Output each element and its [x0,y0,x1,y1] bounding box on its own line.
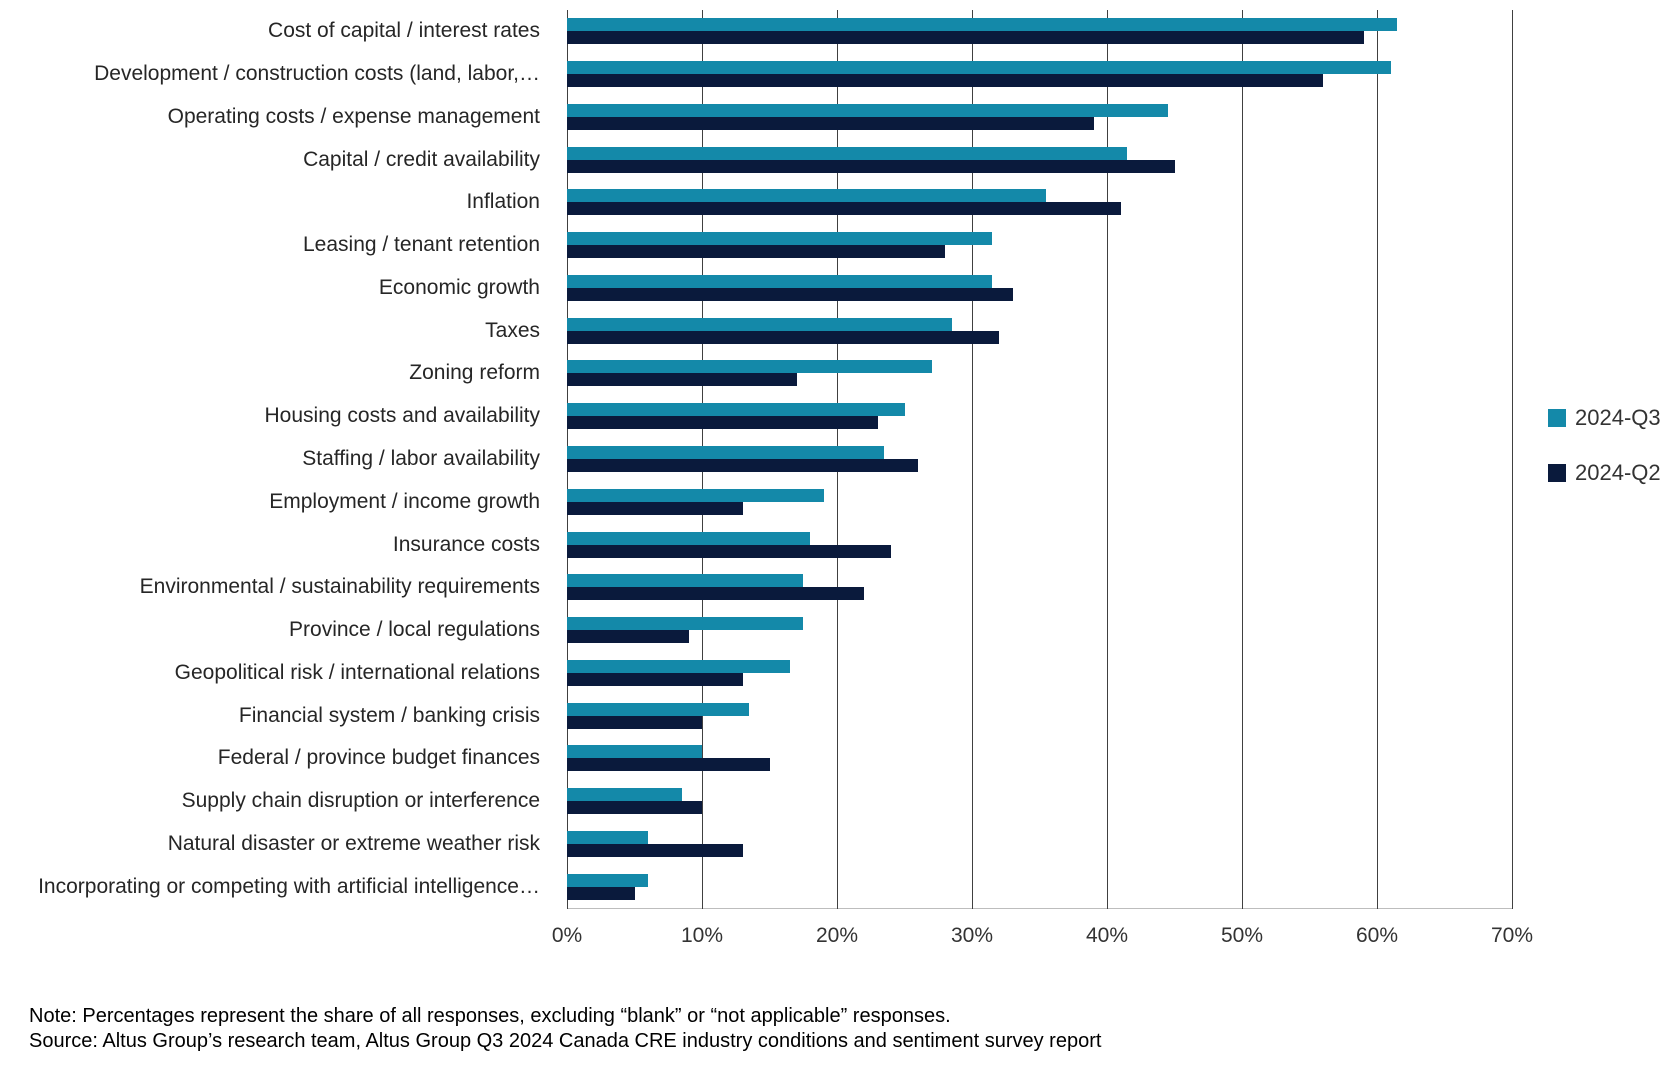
bar-2024-q2 [567,159,1175,173]
category-label: Geopolitical risk / international relati… [174,660,540,684]
bar-2024-q3 [567,61,1391,75]
x-tick-label: 50% [1220,924,1264,947]
bar-2024-q2 [567,373,797,387]
bar-2024-q3 [567,702,750,716]
x-tick-label: 10% [680,924,724,947]
category-label: Province / local regulations [289,618,540,642]
bar-2024-q2 [567,886,635,900]
category-label: Zoning reform [409,361,540,385]
legend-label: 2024-Q3 [1575,405,1661,430]
x-tick-label: 70% [1490,924,1534,947]
legend-label: 2024-Q2 [1575,460,1661,485]
category-label: Capital / credit availability [303,147,540,171]
bar-2024-q3 [567,232,993,246]
bar-2024-q3 [567,531,810,545]
category-labels: Cost of capital / interest rates Developm… [0,10,540,908]
bar-2024-q2 [567,287,1013,301]
bar-2024-q3 [567,873,648,887]
bar-2024-q3 [567,146,1128,160]
bar-2024-q2 [567,630,689,644]
gridline [1512,10,1513,909]
bar-2024-q2 [567,715,702,729]
bar-2024-q3 [567,317,952,331]
x-tick-label: 30% [950,924,994,947]
category-label: Cost of capital / interest rates [268,19,540,43]
bar-2024-q2 [567,672,743,686]
category-label: Insurance costs [392,532,540,556]
gridline [1242,10,1243,909]
x-tick-label: 0% [551,924,583,947]
bar-2024-q3 [567,18,1398,32]
bar-2024-q3 [567,830,648,844]
bar-2024-q3 [567,788,682,802]
bar-2024-q3 [567,574,804,588]
source-line: Source: Altus Group’s research team, Alt… [29,1030,1102,1052]
legend-item: 2024-Q2 [1548,460,1661,486]
category-label: Incorporating or competing with artifici… [38,874,540,898]
bar-2024-q2 [567,587,864,601]
category-label: Inflation [466,190,540,214]
bar-2024-q2 [567,245,945,259]
category-label: Employment / income growth [269,489,540,513]
plot-area [567,10,1513,909]
category-label: Supply chain disruption or interference [181,789,540,813]
category-label: Leasing / tenant retention [302,233,540,257]
bar-2024-q2 [567,758,770,772]
category-label: Taxes [485,318,540,342]
bar-2024-q3 [567,103,1168,117]
category-label: Staffing / labor availability [302,446,540,470]
gridline [1377,10,1378,909]
bar-2024-q3 [567,360,932,374]
x-tick-label: 40% [1085,924,1129,947]
bar-2024-q2 [567,544,891,558]
legend: 2024-Q3 2024-Q2 [1548,405,1661,515]
bar-2024-q2 [567,501,743,515]
bar-2024-q3 [567,403,905,417]
bar-2024-q2 [567,31,1364,45]
bar-2024-q3 [567,617,804,631]
category-label: Economic growth [378,275,540,299]
x-axis: 0% 10% 20% 30% 40% 50% 60% 70% [552,924,1533,952]
legend-swatch-icon [1548,409,1566,427]
bar-2024-q2 [567,74,1323,88]
legend-item: 2024-Q3 [1548,405,1661,431]
footnote: Note: Percentages represent the share of… [29,1004,1101,1054]
bar-2024-q2 [567,330,999,344]
category-label: Development / construction costs (land, … [94,62,540,86]
category-label: Federal / province budget finances [217,746,540,770]
bar-2024-q2 [567,843,743,857]
bar-2024-q2 [567,116,1094,130]
bar-2024-q2 [567,801,702,815]
bar-2024-q3 [567,745,702,759]
bar-2024-q2 [567,416,878,430]
category-label: Operating costs / expense management [167,104,540,128]
gridline [1107,10,1108,909]
legend-swatch-icon [1548,464,1566,482]
category-label: Environmental / sustainability requireme… [139,575,540,599]
category-label: Financial system / banking crisis [238,703,540,727]
bar-2024-q3 [567,446,885,459]
bar-2024-q3 [567,274,993,288]
x-tick-label: 20% [815,924,859,947]
bar-2024-q2 [567,202,1121,216]
category-label: Natural disaster or extreme weather risk [167,831,540,855]
gridline [972,10,973,909]
bar-2024-q3 [567,659,790,673]
x-tick-label: 60% [1355,924,1399,947]
note-line: Note: Percentages represent the share of… [29,1005,951,1027]
bar-2024-q3 [567,488,824,502]
category-label: Housing costs and availability [264,404,540,428]
bar-2024-q2 [567,459,918,472]
bar-2024-q3 [567,189,1047,203]
